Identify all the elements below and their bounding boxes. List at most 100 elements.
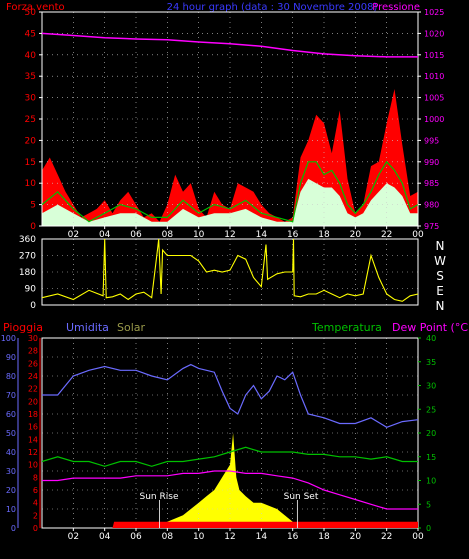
bottom-panel-xtick-label: 02 bbox=[68, 532, 79, 542]
temp-ytick-label: 15 bbox=[426, 453, 436, 462]
wind-ytick-label: 0 bbox=[30, 222, 36, 232]
temp-ytick-label: 0 bbox=[426, 524, 431, 533]
solar-area bbox=[151, 433, 301, 528]
humidity-ytick-label: 90 bbox=[6, 353, 16, 362]
dir-ytick-label: 270 bbox=[19, 252, 36, 262]
wind-avg-area bbox=[42, 178, 418, 226]
temp-ytick-label: 35 bbox=[426, 358, 436, 367]
legend-temperatura: Temperatura bbox=[311, 321, 382, 334]
pressure-line bbox=[41, 32, 418, 58]
bottom-panel-xtick-label: 06 bbox=[130, 532, 142, 542]
pressure-ytick-label: 985 bbox=[424, 179, 439, 188]
temp-ytick-label: 25 bbox=[426, 405, 436, 414]
wind-ytick-label: 25 bbox=[25, 115, 36, 125]
dir-ytick-label: 90 bbox=[25, 285, 37, 295]
pressure-ytick-label: 1020 bbox=[424, 29, 444, 38]
rain-area bbox=[42, 521, 418, 528]
dir-ytick-label: 0 bbox=[30, 301, 36, 311]
wind-direction-line bbox=[41, 238, 419, 302]
dir-ytick-label: 360 bbox=[19, 235, 36, 245]
rain-ytick-label: 10 bbox=[28, 461, 38, 470]
rain-ytick-label: 22 bbox=[28, 385, 38, 394]
rain-ytick-label: 26 bbox=[28, 359, 38, 368]
legend-pioggia: Pioggia bbox=[3, 321, 43, 334]
bottom-panel-xtick-label: 00 bbox=[412, 532, 424, 542]
rain-ytick-label: 6 bbox=[33, 486, 38, 495]
pressure-ytick-label: 995 bbox=[424, 136, 439, 145]
rain-ytick-label: 30 bbox=[28, 334, 38, 343]
top-title-right: Pressione bbox=[372, 2, 420, 13]
rain-ytick-label: 12 bbox=[28, 448, 38, 457]
pressure-ytick-label: 1015 bbox=[424, 51, 444, 60]
pressure-ytick-label: 1025 bbox=[424, 8, 444, 17]
top-panel-xtick-label: 22 bbox=[381, 230, 392, 240]
dir-label-n-top: N bbox=[436, 239, 445, 253]
temp-ytick-label: 20 bbox=[426, 429, 436, 438]
wind-ytick-label: 35 bbox=[25, 72, 36, 82]
rain-ytick-label: 14 bbox=[28, 435, 38, 444]
temp-ytick-label: 10 bbox=[426, 477, 436, 486]
humidity-ytick-label: 100 bbox=[1, 334, 16, 343]
legend-solar: Solar bbox=[117, 321, 146, 334]
wind-ytick-label: 15 bbox=[25, 158, 36, 168]
humidity-ytick-label: 40 bbox=[6, 448, 16, 457]
wind-ytick-label: 45 bbox=[25, 29, 36, 39]
legend-umidita: Umidita bbox=[66, 321, 109, 334]
bottom-panel-xtick-label: 12 bbox=[224, 532, 235, 542]
wind-ytick-label: 30 bbox=[25, 94, 37, 104]
rain-ytick-label: 4 bbox=[33, 499, 38, 508]
bottom-panel-xtick-label: 04 bbox=[99, 532, 111, 542]
bottom-panel-xtick-label: 20 bbox=[350, 532, 362, 542]
dir-label-e: E bbox=[436, 284, 444, 298]
humidity-line bbox=[42, 363, 419, 428]
top-title-left: Forza vento bbox=[6, 2, 65, 13]
top-panel-xtick-label: 20 bbox=[350, 230, 362, 240]
temp-ytick-label: 40 bbox=[426, 334, 436, 343]
dew-point-line bbox=[42, 470, 418, 510]
top-panel-xtick-label: 12 bbox=[224, 230, 235, 240]
wind-ytick-label: 5 bbox=[30, 201, 36, 211]
wind-ytick-label: 10 bbox=[25, 179, 37, 189]
humidity-ytick-label: 10 bbox=[6, 505, 16, 514]
humidity-ytick-label: 50 bbox=[6, 429, 16, 438]
top-panel-xtick-label: 10 bbox=[193, 230, 205, 240]
humidity-ytick-label: 80 bbox=[6, 372, 16, 381]
top-title-center: 24 hour graph (data : 30 Novembre 2008) bbox=[167, 2, 378, 13]
temp-ytick-label: 5 bbox=[426, 500, 431, 509]
bottom-panel-xtick-label: 18 bbox=[318, 532, 330, 542]
rain-ytick-label: 0 bbox=[33, 524, 38, 533]
rain-ytick-label: 18 bbox=[28, 410, 38, 419]
top-panel-xtick-label: 16 bbox=[287, 230, 299, 240]
legend-dew-point: Dew Point (°C) bbox=[392, 321, 469, 334]
dir-ytick-label: 180 bbox=[19, 268, 36, 278]
humidity-ytick-label: 30 bbox=[6, 467, 16, 476]
humidity-ytick-label: 20 bbox=[6, 486, 16, 495]
top-panel-xtick-label: 08 bbox=[162, 230, 174, 240]
rain-ytick-label: 16 bbox=[28, 423, 38, 432]
rain-ytick-label: 20 bbox=[28, 397, 38, 406]
bottom-panel-xtick-label: 16 bbox=[287, 532, 299, 542]
top-panel-xtick-label: 06 bbox=[130, 230, 142, 240]
rain-ytick-label: 24 bbox=[28, 372, 38, 381]
rain-ytick-label: 2 bbox=[33, 511, 38, 520]
chart-marks: 0510152025303540455097598098599099510001… bbox=[1, 8, 445, 542]
wind-ytick-label: 20 bbox=[25, 136, 37, 146]
wind-trend-line bbox=[41, 160, 419, 223]
pressure-ytick-label: 1000 bbox=[424, 115, 444, 124]
sun-rise-label: Sun Rise bbox=[140, 492, 179, 502]
rain-ytick-label: 28 bbox=[28, 347, 38, 356]
bottom-panel-xtick-label: 10 bbox=[193, 532, 205, 542]
wind-ytick-label: 50 bbox=[25, 8, 37, 18]
sun-set-label: Sun Set bbox=[284, 492, 319, 502]
top-panel-xtick-label: 00 bbox=[412, 230, 424, 240]
top-panel-xtick-label: 14 bbox=[256, 230, 268, 240]
bottom-panel-xtick-label: 22 bbox=[381, 532, 392, 542]
pressure-ytick-label: 1010 bbox=[424, 72, 444, 81]
dir-label-s: S bbox=[436, 269, 444, 283]
dir-panel-frame bbox=[41, 238, 419, 306]
pressure-ytick-label: 980 bbox=[424, 201, 439, 210]
temp-ytick-label: 30 bbox=[426, 382, 436, 391]
humidity-ytick-label: 60 bbox=[6, 410, 16, 419]
